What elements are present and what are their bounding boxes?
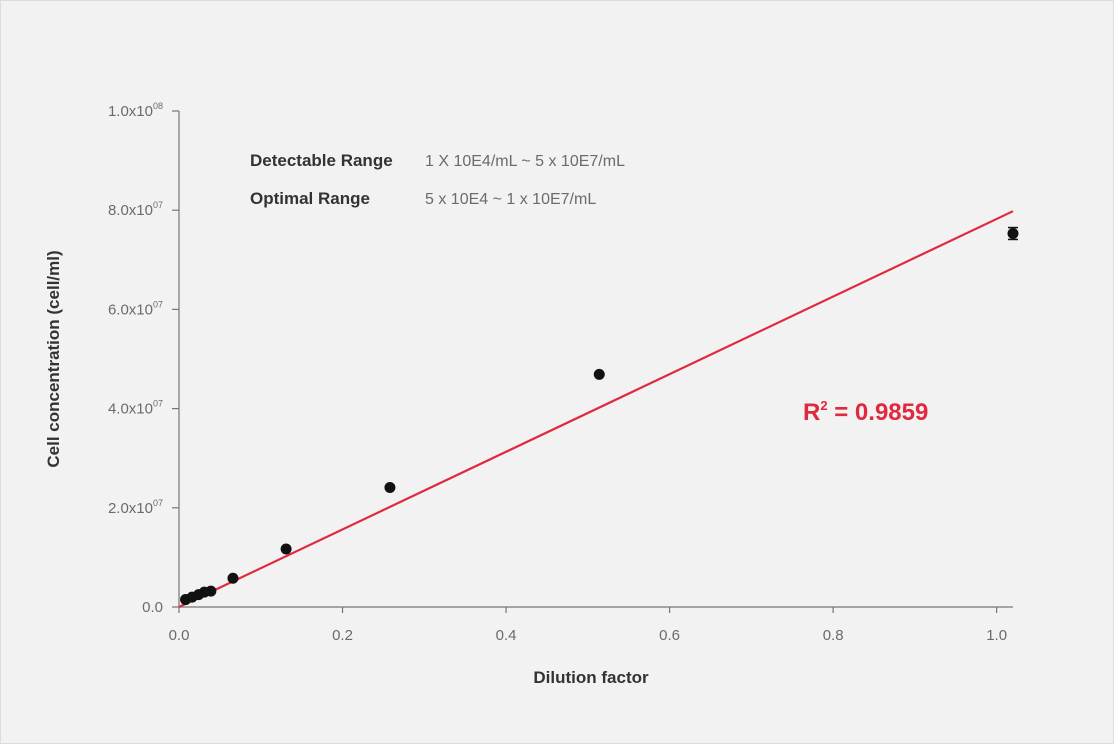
y-tick-label: 4.0x1007 <box>108 399 163 418</box>
x-tick-label: 0.4 <box>496 627 517 644</box>
data-point <box>205 585 217 597</box>
y-tick-label: 6.0x1007 <box>108 299 163 318</box>
x-tick-label: 0.8 <box>823 627 844 644</box>
data-point <box>227 572 239 584</box>
x-tick-label: 0.2 <box>332 627 353 644</box>
data-point <box>593 368 605 380</box>
y-tick-label: 2.0x1007 <box>108 498 163 517</box>
x-tick-label: 0.6 <box>659 627 680 644</box>
r-squared-label: R2 = 0.9859 <box>803 398 928 426</box>
data-point <box>384 481 396 493</box>
data-points <box>180 226 1019 606</box>
y-tick-label: 1.0x1008 <box>108 101 163 120</box>
fit-line-group <box>178 210 1014 608</box>
regression-line <box>178 210 1014 608</box>
y-tick-label: 0.0 <box>142 599 163 616</box>
axes <box>178 111 1013 608</box>
annotation-detectable-value: 1 X 10E4/mL ~ 5 x 10E7/mL <box>425 153 625 170</box>
annotation-optimal-label: Optimal Range <box>250 189 370 208</box>
y-tick-label: 8.0x1007 <box>108 200 163 219</box>
y-axis-ticks: 0.0 2.0x1007 4.0x1007 6.0x1007 8.0x1007 1.0x1… <box>108 101 179 616</box>
x-tick-label: 1.0 <box>986 627 1007 644</box>
annotation-optimal-value: 5 x 10E4 ~ 1 x 10E7/mL <box>425 191 596 208</box>
x-axis-ticks: 0.0 0.2 0.4 0.6 0.8 1.0 <box>169 607 1007 644</box>
annotation-detectable-label: Detectable Range <box>250 151 393 170</box>
data-point <box>1007 228 1019 240</box>
y-axis-title: Cell concentration (cell/ml) <box>44 250 63 467</box>
x-axis-title: Dilution factor <box>533 668 649 687</box>
data-point <box>280 543 292 555</box>
x-tick-label: 0.0 <box>169 627 190 644</box>
